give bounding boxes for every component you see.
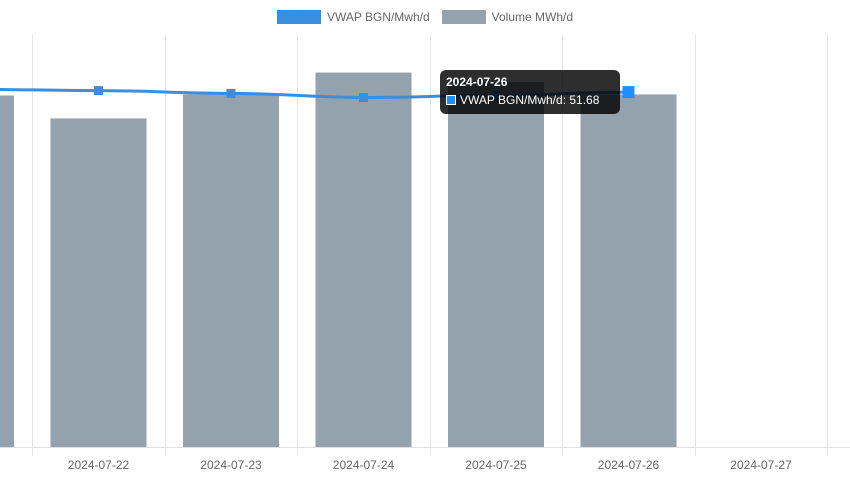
- point-vwap-2024-07-23: [226, 88, 236, 98]
- x-tick-label: 2024-07-22: [68, 458, 130, 472]
- bar-volume-2024-07-24: [315, 72, 412, 447]
- legend-swatch-volume: [441, 10, 486, 24]
- bar-volume-2024-07-21: [0, 95, 14, 447]
- legend-item-volume[interactable]: Volume MWh/d: [441, 10, 574, 24]
- bar-volume-2024-07-25: [448, 81, 544, 447]
- tooltip-value: VWAP BGN/Mwh/d: 51.68: [460, 93, 600, 107]
- point-vwap-2024-07-22: [94, 86, 103, 96]
- tooltip: 2024-07-26 VWAP BGN/Mwh/d: 51.68: [440, 70, 620, 114]
- tooltip-title: 2024-07-26: [446, 75, 508, 89]
- bar-volume-2024-07-23: [183, 94, 279, 448]
- tooltip-row: VWAP BGN/Mwh/d: 51.68: [446, 91, 614, 109]
- x-tick-label: 2024-07-25: [465, 458, 527, 472]
- legend-swatch-vwap: [276, 10, 321, 24]
- x-tick-label: 2024-07-27: [730, 458, 792, 472]
- x-tick-label: 2024-07-26: [598, 458, 660, 472]
- legend-item-vwap[interactable]: VWAP BGN/Mwh/d: [276, 10, 430, 24]
- bar-volume-2024-07-22: [50, 118, 147, 447]
- x-tick-label: 2024-07-24: [333, 458, 395, 472]
- x-tick-label: 2024-07-23: [200, 458, 262, 472]
- point-vwap-2024-07-26: [622, 86, 635, 99]
- legend-label-volume: Volume MWh/d: [491, 10, 574, 24]
- legend: VWAP BGN/Mwh/d Volume MWh/d: [0, 8, 850, 26]
- point-vwap-2024-07-24: [359, 92, 368, 102]
- legend-label-vwap: VWAP BGN/Mwh/d: [326, 10, 430, 24]
- bar-volume-2024-07-26: [580, 94, 677, 448]
- tooltip-swatch: [446, 95, 456, 105]
